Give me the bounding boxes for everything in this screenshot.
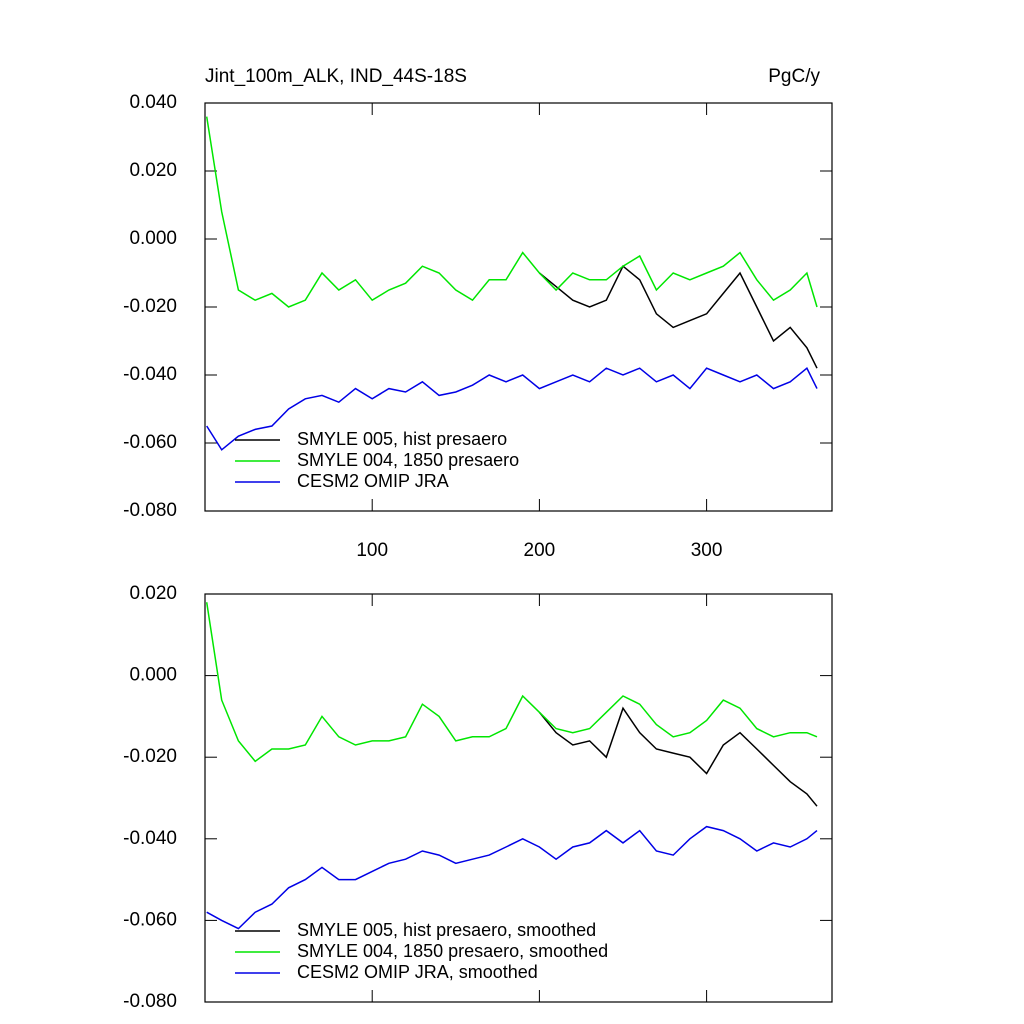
series-line (538, 706, 818, 807)
legend-label: CESM2 OMIP JRA, smoothed (297, 962, 538, 982)
y-tick-label: -0.060 (123, 909, 177, 930)
plot-frame (204, 593, 833, 1003)
y-tick-label: 0.000 (129, 665, 177, 686)
series-line (206, 825, 818, 930)
series-line (205, 602, 818, 763)
x-tick-label: 200 (524, 540, 556, 561)
y-tick-label: 0.000 (129, 228, 177, 249)
series-line (538, 265, 818, 369)
x-tick-label: 300 (691, 540, 723, 561)
units-label: PgC/y (768, 66, 820, 87)
y-tick-label: 0.020 (129, 583, 177, 604)
y-tick-label: -0.020 (123, 296, 177, 317)
series-line (205, 116, 818, 308)
legend-label: SMYLE 005, hist presaero (297, 429, 507, 449)
series-line (206, 367, 818, 451)
legend-label: SMYLE 004, 1850 presaero, smoothed (297, 941, 608, 961)
y-tick-label: -0.040 (123, 364, 177, 385)
y-tick-label: 0.020 (129, 160, 177, 181)
legend-label: SMYLE 004, 1850 presaero (297, 450, 519, 470)
y-tick-label: -0.080 (123, 991, 177, 1012)
legend-label: CESM2 OMIP JRA (297, 471, 449, 491)
y-tick-label: 0.040 (129, 92, 177, 113)
y-tick-label: -0.060 (123, 432, 177, 453)
y-tick-label: -0.080 (123, 500, 177, 521)
chart-title: Jint_100m_ALK, IND_44S-18S (205, 66, 467, 87)
y-tick-label: -0.040 (123, 828, 177, 849)
legend-label: SMYLE 005, hist presaero, smoothed (297, 920, 596, 940)
x-tick-label: 100 (356, 540, 388, 561)
y-tick-label: -0.020 (123, 746, 177, 767)
